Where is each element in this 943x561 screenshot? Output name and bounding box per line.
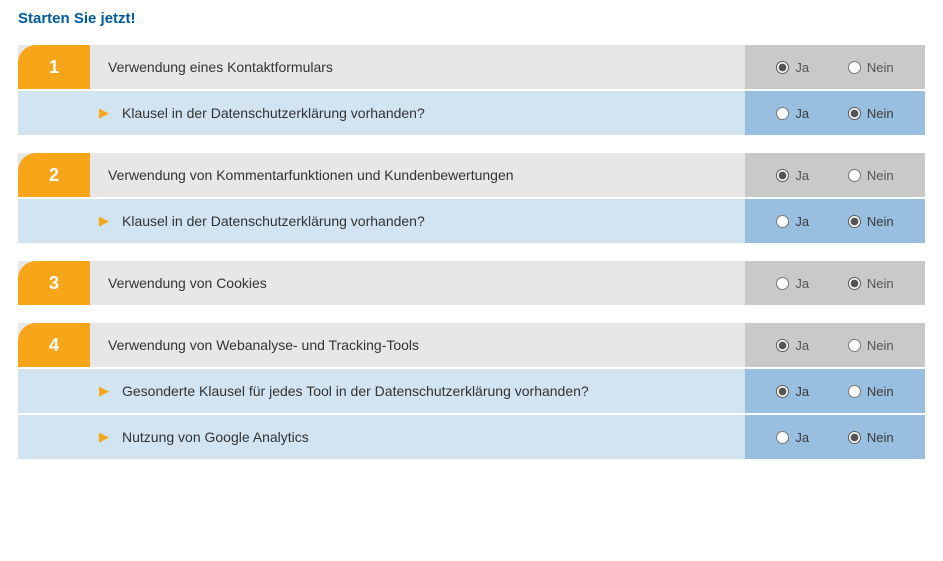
option-yes[interactable]: Ja: [776, 214, 809, 229]
option-no[interactable]: Nein: [848, 106, 894, 121]
section-number-placeholder: [18, 415, 90, 459]
question-text: Verwendung von Kommentarfunktionen und K…: [108, 167, 514, 183]
option-yes[interactable]: Ja: [776, 384, 809, 399]
option-label: Nein: [867, 384, 894, 399]
sub-question-row: ▶ Klausel in der Datenschutzerklärung vor…: [18, 91, 925, 135]
option-yes[interactable]: Ja: [776, 168, 809, 183]
caret-right-icon: ▶: [98, 429, 110, 445]
option-no[interactable]: Nein: [848, 60, 894, 75]
sub-question-row: ▶ Klausel in der Datenschutzerklärung vor…: [18, 199, 925, 243]
radio-no[interactable]: [848, 385, 861, 398]
radio-no[interactable]: [848, 339, 861, 352]
option-label: Ja: [795, 338, 809, 353]
section-number: 2: [18, 153, 90, 197]
option-label: Nein: [867, 168, 894, 183]
section-number-placeholder: [18, 369, 90, 413]
section: 4 Verwendung von Webanalyse- und Tracking…: [18, 323, 925, 459]
caret-right-icon: ▶: [98, 105, 110, 121]
radio-no[interactable]: [848, 61, 861, 74]
caret-right-icon: ▶: [98, 213, 110, 229]
radio-yes[interactable]: [776, 277, 789, 290]
option-label: Nein: [867, 338, 894, 353]
question-text: Verwendung von Cookies: [108, 275, 267, 291]
option-label: Nein: [867, 276, 894, 291]
option-label: Ja: [795, 276, 809, 291]
option-label: Ja: [795, 384, 809, 399]
option-label: Nein: [867, 214, 894, 229]
radio-yes[interactable]: [776, 215, 789, 228]
radio-yes[interactable]: [776, 339, 789, 352]
section-number-placeholder: [18, 91, 90, 135]
sub-question-text: Klausel in der Datenschutzerklärung vorh…: [122, 105, 425, 121]
sub-question-text: Gesonderte Klausel für jedes Tool in der…: [122, 383, 589, 399]
option-yes[interactable]: Ja: [776, 60, 809, 75]
sub-question-label: ▶ Klausel in der Datenschutzerklärung vor…: [90, 91, 745, 135]
options-cell: Ja Nein: [745, 323, 925, 367]
options-cell: Ja Nein: [745, 45, 925, 89]
caret-right-icon: ▶: [98, 383, 110, 399]
sub-question-label: ▶ Klausel in der Datenschutzerklärung vor…: [90, 199, 745, 243]
question-text: Verwendung von Webanalyse- und Tracking-…: [108, 337, 419, 353]
options-cell: Ja Nein: [745, 199, 925, 243]
radio-yes[interactable]: [776, 385, 789, 398]
options-cell: Ja Nein: [745, 261, 925, 305]
sub-question-row: ▶ Gesonderte Klausel für jedes Tool in de…: [18, 369, 925, 413]
sub-question-row: ▶ Nutzung von Google Analytics Ja Nein: [18, 415, 925, 459]
sub-question-label: ▶ Nutzung von Google Analytics: [90, 415, 745, 459]
section: 1 Verwendung eines Kontaktformulars Ja Nein…: [18, 45, 925, 135]
section: 2 Verwendung von Kommentarfunktionen und …: [18, 153, 925, 243]
option-label: Ja: [795, 60, 809, 75]
page-title: Starten Sie jetzt!: [18, 10, 925, 27]
option-label: Ja: [795, 106, 809, 121]
radio-yes[interactable]: [776, 431, 789, 444]
section-number: 4: [18, 323, 90, 367]
option-label: Nein: [867, 60, 894, 75]
section-number-placeholder: [18, 199, 90, 243]
question-row: 1 Verwendung eines Kontaktformulars Ja Nein: [18, 45, 925, 89]
question-label: Verwendung eines Kontaktformulars: [90, 45, 745, 89]
option-yes[interactable]: Ja: [776, 338, 809, 353]
options-cell: Ja Nein: [745, 369, 925, 413]
question-label: Verwendung von Kommentarfunktionen und K…: [90, 153, 745, 197]
section-number: 3: [18, 261, 90, 305]
option-label: Ja: [795, 430, 809, 445]
option-yes[interactable]: Ja: [776, 106, 809, 121]
question-row: 4 Verwendung von Webanalyse- und Tracking…: [18, 323, 925, 367]
question-label: Verwendung von Cookies: [90, 261, 745, 305]
radio-no[interactable]: [848, 277, 861, 290]
radio-no[interactable]: [848, 169, 861, 182]
option-no[interactable]: Nein: [848, 276, 894, 291]
question-text: Verwendung eines Kontaktformulars: [108, 59, 333, 75]
sub-question-text: Nutzung von Google Analytics: [122, 429, 309, 445]
question-row: 3 Verwendung von Cookies Ja Nein: [18, 261, 925, 305]
radio-yes[interactable]: [776, 107, 789, 120]
question-row: 2 Verwendung von Kommentarfunktionen und …: [18, 153, 925, 197]
radio-no[interactable]: [848, 107, 861, 120]
option-no[interactable]: Nein: [848, 338, 894, 353]
sub-question-label: ▶ Gesonderte Klausel für jedes Tool in de…: [90, 369, 745, 413]
radio-no[interactable]: [848, 431, 861, 444]
section: 3 Verwendung von Cookies Ja Nein: [18, 261, 925, 305]
option-no[interactable]: Nein: [848, 430, 894, 445]
option-no[interactable]: Nein: [848, 214, 894, 229]
radio-no[interactable]: [848, 215, 861, 228]
questionnaire: 1 Verwendung eines Kontaktformulars Ja Nein…: [18, 45, 925, 459]
option-yes[interactable]: Ja: [776, 276, 809, 291]
options-cell: Ja Nein: [745, 153, 925, 197]
option-label: Ja: [795, 214, 809, 229]
options-cell: Ja Nein: [745, 415, 925, 459]
question-label: Verwendung von Webanalyse- und Tracking-…: [90, 323, 745, 367]
section-number: 1: [18, 45, 90, 89]
sub-question-text: Klausel in der Datenschutzerklärung vorh…: [122, 213, 425, 229]
option-label: Ja: [795, 168, 809, 183]
option-no[interactable]: Nein: [848, 168, 894, 183]
option-yes[interactable]: Ja: [776, 430, 809, 445]
radio-yes[interactable]: [776, 169, 789, 182]
option-no[interactable]: Nein: [848, 384, 894, 399]
radio-yes[interactable]: [776, 61, 789, 74]
option-label: Nein: [867, 430, 894, 445]
option-label: Nein: [867, 106, 894, 121]
options-cell: Ja Nein: [745, 91, 925, 135]
